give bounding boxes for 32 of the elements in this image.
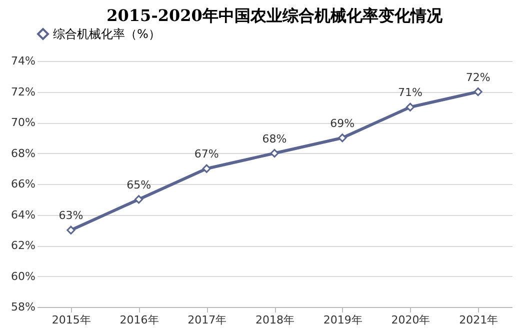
x-tick-label: 2021年 xyxy=(459,314,498,326)
data-label: 67% xyxy=(194,148,219,161)
y-tick-label: 60% xyxy=(11,270,36,283)
y-tick-label: 62% xyxy=(11,239,36,252)
y-tick-label: 74% xyxy=(11,54,36,68)
y-tick-label: 66% xyxy=(11,178,36,190)
data-label: 68% xyxy=(262,132,287,146)
x-tick-label: 2017年 xyxy=(188,314,227,326)
data-label: 71% xyxy=(398,86,422,100)
point xyxy=(270,148,279,158)
chart-title: 2015-2020年中国农业综合机械化率变化情况 xyxy=(106,6,444,25)
y-tick-label: 70% xyxy=(11,116,36,129)
point xyxy=(66,226,76,234)
y-tick-label: 68% xyxy=(11,146,36,160)
y-tick-label: 72% xyxy=(11,85,36,98)
x-tick-label: 2019年 xyxy=(323,314,362,326)
data-label: 65% xyxy=(126,178,152,192)
point xyxy=(474,87,482,96)
point xyxy=(134,195,144,204)
x-tick-label: 2016年 xyxy=(120,314,159,326)
x-tick-label: 2015年 xyxy=(52,314,91,326)
point xyxy=(202,164,211,173)
data-label: 69% xyxy=(330,116,355,130)
data-label: 72% xyxy=(466,70,490,84)
y-tick-label: 58% xyxy=(11,300,36,314)
x-tick-label: 2020年 xyxy=(391,314,430,326)
y-tick-label: 64% xyxy=(11,208,36,222)
legend-label: 综合机械化率（%） xyxy=(53,27,160,41)
point xyxy=(338,134,347,142)
x-tick-label: 2018年 xyxy=(256,314,294,326)
data-label: 63% xyxy=(58,209,84,222)
point xyxy=(406,102,414,112)
